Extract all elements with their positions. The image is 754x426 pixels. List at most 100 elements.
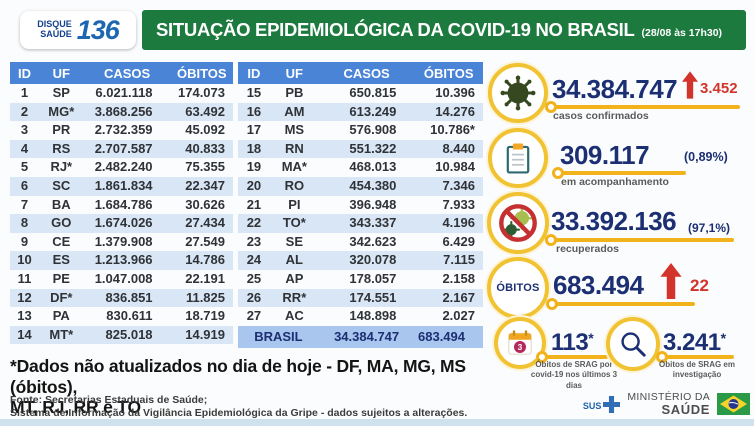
source-line1: Fonte: Secretarias Estaduais de Saúde; [10, 394, 208, 406]
cell-uf: ES [52, 252, 70, 268]
cell-obitos: 2.167 [442, 289, 475, 305]
col-header-uf: UF [269, 62, 319, 84]
cell-uf: AC [284, 308, 304, 324]
cell-id: 27 [246, 308, 262, 324]
cell-uf: SE [285, 233, 304, 249]
cell-id: 8 [20, 215, 29, 231]
cell-casos: 1.047.008 [94, 270, 153, 286]
cell-obitos: 4.196 [442, 215, 475, 231]
cell-uf: AL [285, 252, 304, 268]
deaths-delta: 22 [690, 276, 709, 295]
up-arrow-icon [660, 263, 682, 299]
source-note: Fonte: Secretarias Estaduais de Saúde; S… [10, 394, 467, 420]
svg-text:3: 3 [518, 342, 523, 352]
srag-investigation-asterisk: * [720, 330, 726, 346]
table-row: 24 AL 320.078 7.115 [238, 251, 483, 270]
cell-id: 3 [20, 122, 29, 138]
cell-id: 2 [20, 103, 29, 119]
table-body: 1 SP 6.021.118 174.073 2 MG* 3.868.256 63.492 3 P… [10, 84, 233, 345]
table-row: 16 AM 613.249 14.276 [238, 102, 483, 122]
no-virus-icon [487, 192, 549, 254]
cell-casos: 1.379.908 [94, 233, 153, 249]
srag-recent-value: 113* [551, 328, 594, 357]
clipboard-icon [488, 128, 548, 188]
cell-obitos: 8.440 [442, 140, 475, 156]
table-row: 6 SC 1.861.834 22.347 [10, 176, 233, 196]
table-row: 22 TO* 343.337 4.196 [238, 214, 483, 233]
cell-id: 26 [246, 289, 262, 305]
cell-uf: BA [51, 196, 71, 212]
table-row: 15 PB 650.815 10.396 [238, 84, 483, 103]
cell-id: 10 [17, 252, 32, 268]
table-row: 21 PI 396.948 7.933 [238, 196, 483, 215]
cell-obitos: 40.833 [185, 140, 225, 156]
col-header-uf: UF [38, 62, 84, 84]
cell-obitos: 174.073 [178, 85, 225, 100]
cell-id: 7 [20, 196, 29, 212]
cell-obitos: 75.355 [185, 159, 225, 175]
col-header-obitos: ÓBITOS [170, 62, 233, 84]
cell-id: 11 [17, 270, 32, 286]
table-row: 13 PA 830.611 18.719 [10, 307, 233, 326]
cell-obitos: 22.191 [185, 270, 225, 286]
cell-uf: RN [284, 140, 304, 156]
badge-line2: SAÚDE [40, 29, 72, 39]
cell-obitos: 45.092 [185, 122, 225, 138]
table-row: 1 SP 6.021.118 174.073 [10, 84, 233, 103]
disque-saude-badge: DISQUE SAÚDE 136 [20, 11, 136, 49]
cell-obitos: 11.825 [185, 289, 225, 305]
monitoring-label: em acompanhamento [561, 176, 669, 188]
confirmed-cases-label: casos confirmados [553, 110, 649, 122]
cell-id: 12 [17, 289, 32, 305]
table-header: ID UF CASOS ÓBITOS [10, 62, 233, 84]
stat-underline [656, 351, 734, 362]
cell-casos: 342.623 [349, 233, 397, 249]
table-row: 26 RR* 174.551 2.167 [238, 288, 483, 308]
total-obitos: 683.494 [414, 325, 483, 348]
brazil-flag-icon [717, 393, 750, 415]
magnifier-icon [606, 317, 660, 371]
confirmed-cases-delta: 3.452 [700, 80, 738, 97]
cell-casos: 343.337 [349, 215, 397, 231]
table-header: ID UF CASOS ÓBITOS [238, 62, 483, 84]
cell-obitos: 10.396 [435, 85, 475, 100]
cell-obitos: 14.919 [185, 326, 225, 342]
footnote: *Dados não atualizados no dia de hoje - … [10, 356, 530, 418]
srag-investigation-value: 3.241* [663, 328, 726, 357]
cell-id: 25 [246, 270, 262, 286]
states-table-right: ID UF CASOS ÓBITOS 15 PB 650.815 10.396 16 AM… [238, 62, 483, 348]
monitoring-value: 309.117 [560, 140, 650, 170]
cell-uf: PE [52, 270, 70, 286]
badge-number: 136 [76, 14, 120, 45]
table-row: 19 MA* 468.013 10.984 [238, 158, 483, 177]
cell-casos: 650.815 [349, 85, 397, 100]
monitoring-percent: (0,89%) [684, 150, 728, 164]
states-table-left: ID UF CASOS ÓBITOS 1 SP 6.021.118 174.073 2 M… [10, 62, 233, 345]
virus-icon-glyph [500, 75, 536, 111]
cell-casos: 2.732.359 [94, 122, 153, 138]
cell-casos: 174.551 [349, 289, 397, 305]
cell-uf: CE [52, 233, 71, 249]
cell-obitos: 14.276 [435, 103, 475, 119]
cell-id: 22 [246, 215, 262, 231]
table-row: 25 AP 178.057 2.158 [238, 270, 483, 289]
cell-uf: RS [52, 140, 71, 156]
title-banner: SITUAÇÃO EPIDEMIOLÓGICA DA COVID-19 NO B… [142, 10, 746, 50]
cell-id: 21 [246, 196, 262, 212]
cell-obitos: 2.027 [442, 308, 475, 324]
stat-underline [546, 298, 695, 309]
deaths-value: 683.494 [553, 270, 644, 300]
bottom-strip [0, 419, 754, 426]
cell-casos: 830.611 [106, 308, 153, 324]
cell-casos: 1.213.966 [94, 252, 153, 268]
cell-obitos: 18.719 [185, 308, 225, 324]
cell-id: 4 [20, 140, 29, 156]
cell-id: 5 [20, 159, 29, 175]
table-row: 11 PE 1.047.008 22.191 [10, 270, 233, 289]
cell-id: 6 [20, 177, 29, 193]
cell-obitos: 27.549 [185, 233, 225, 249]
cell-casos: 396.948 [349, 196, 397, 212]
cell-id: 16 [246, 103, 262, 119]
cell-uf: MA* [281, 159, 307, 175]
cell-casos: 468.013 [349, 159, 397, 175]
